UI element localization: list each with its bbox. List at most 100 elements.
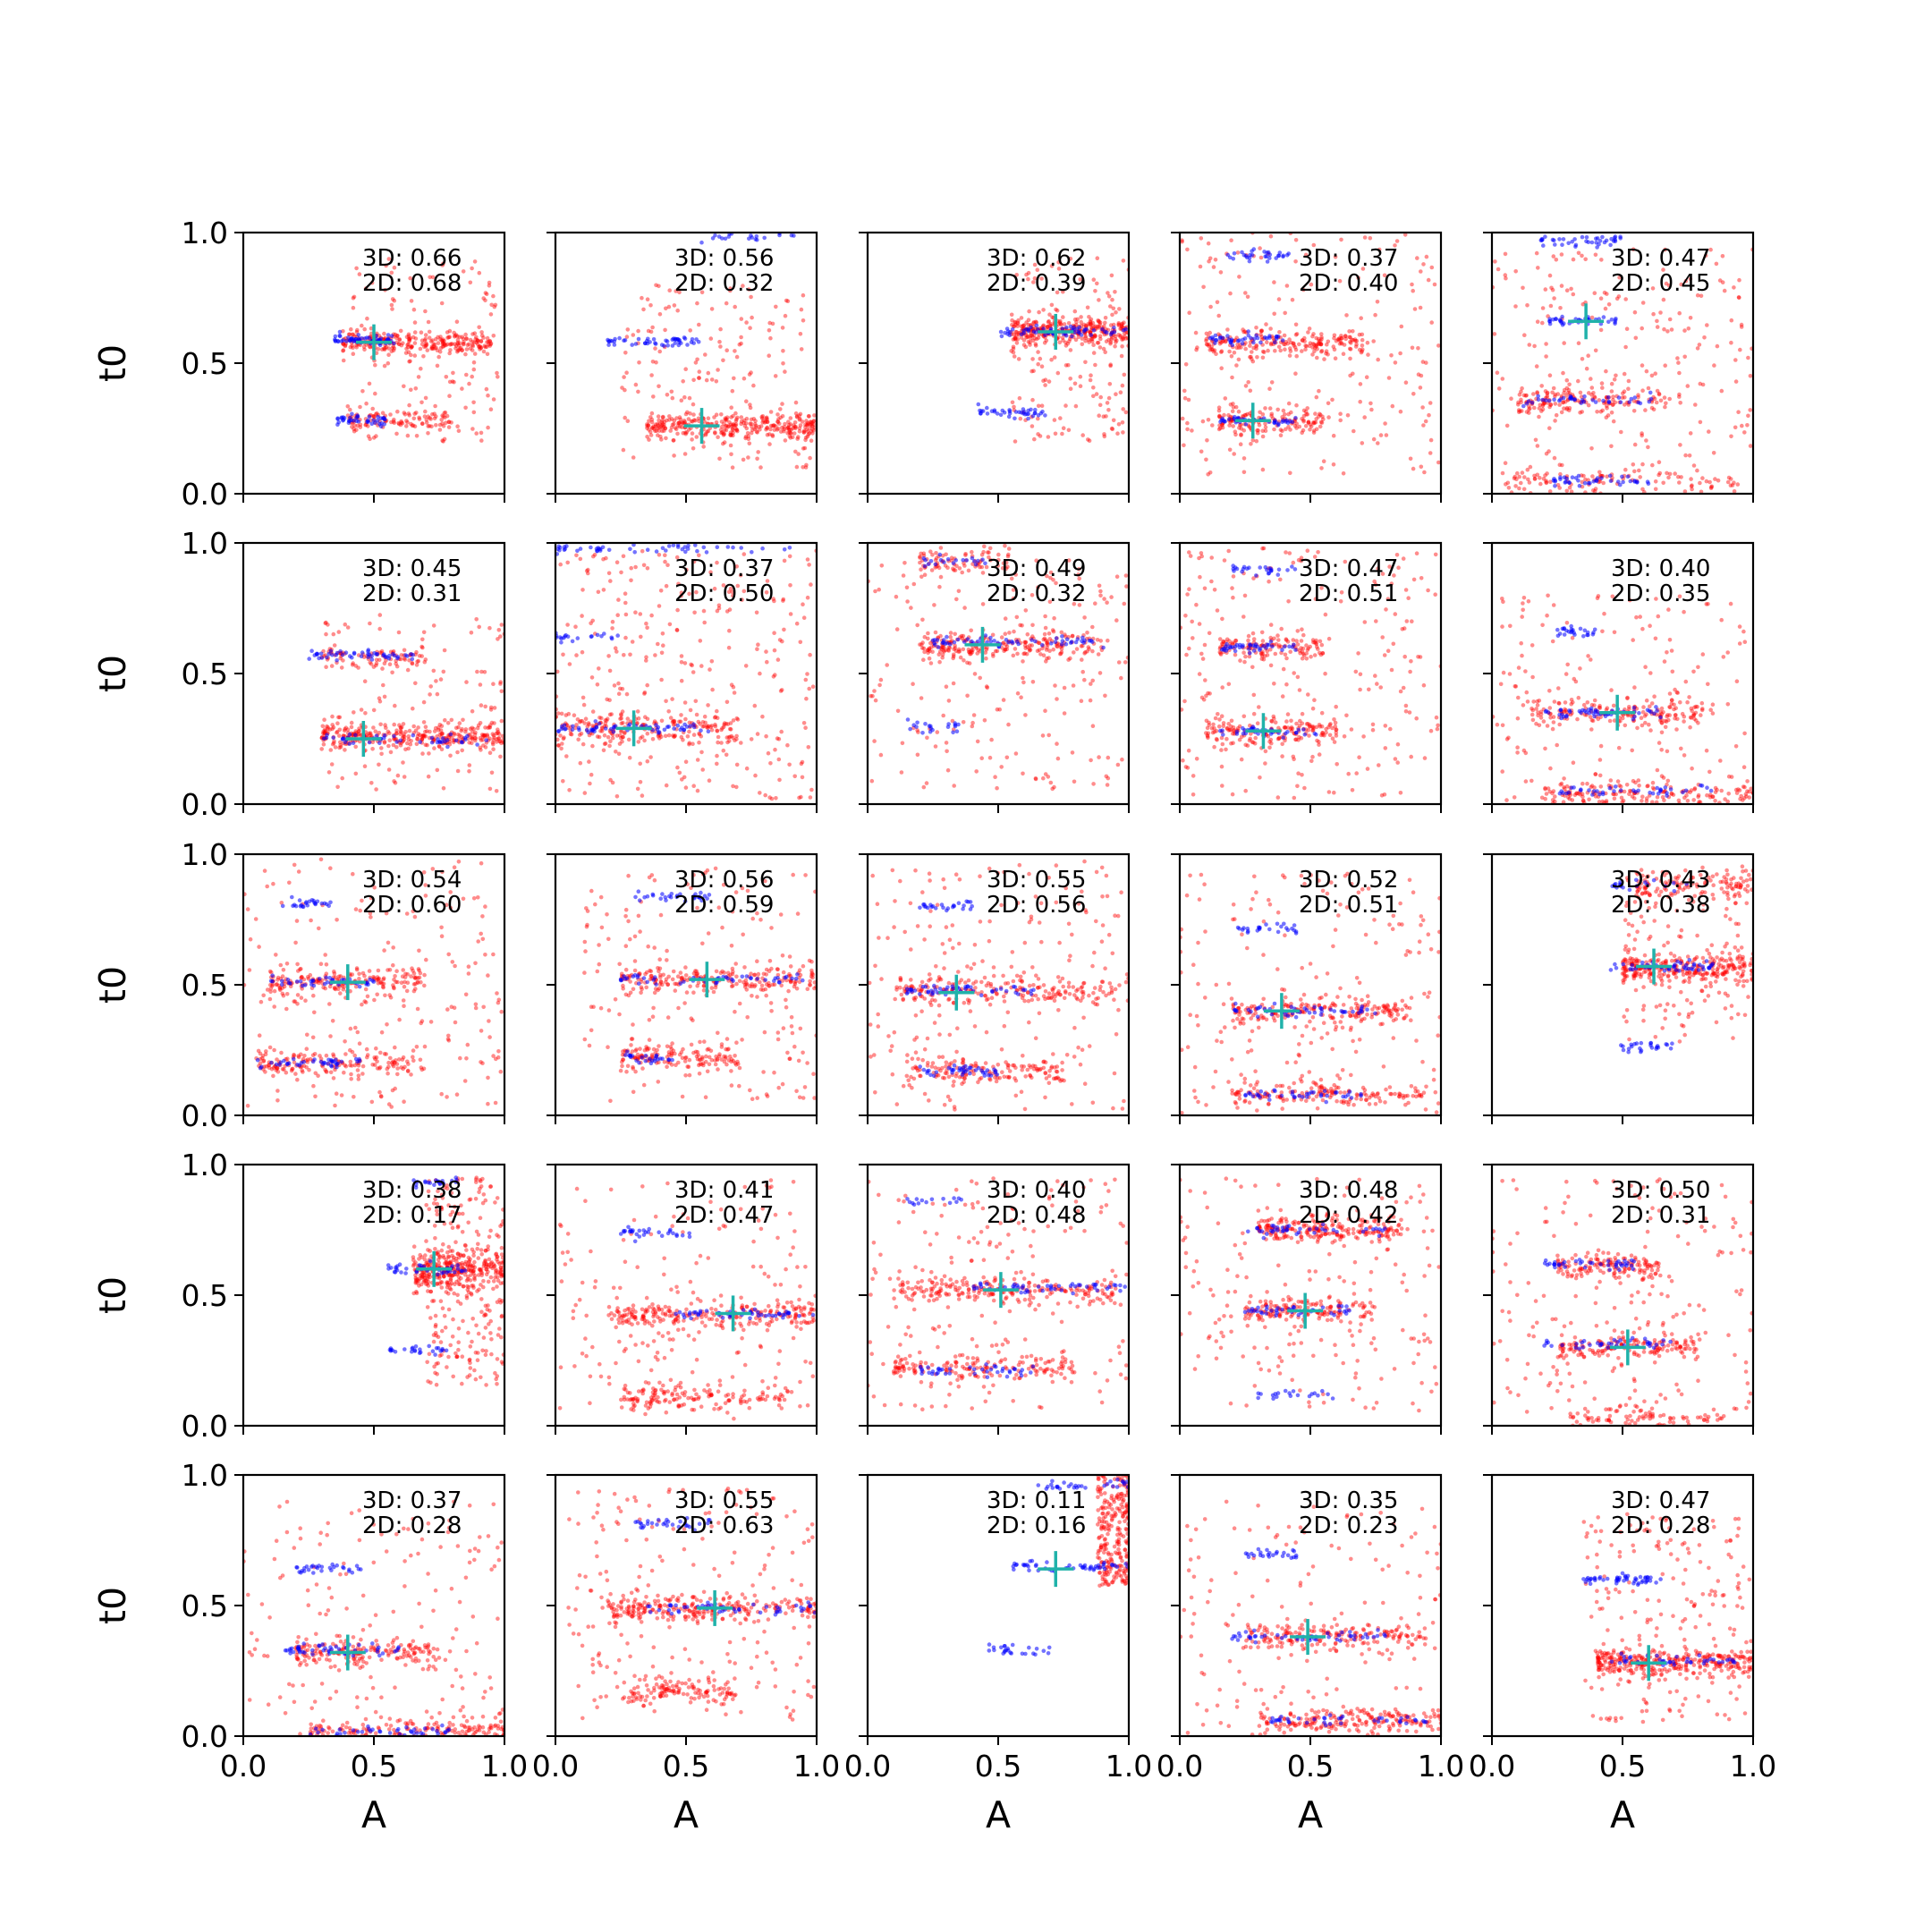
sample-point-2d	[1247, 424, 1251, 429]
sample-point-2d	[797, 426, 802, 431]
sample-point-2d	[1015, 651, 1020, 657]
sample-point-3d	[606, 547, 612, 553]
sample-point-2d	[472, 331, 478, 336]
sample-point-2d	[1041, 775, 1046, 781]
sample-point-2d	[371, 665, 377, 669]
sample-point-2d	[1036, 416, 1040, 421]
sample-point-2d	[623, 415, 627, 420]
sample-point-2d	[601, 556, 606, 562]
sample-point-2d	[1310, 345, 1315, 350]
sample-point-2d	[1549, 285, 1554, 291]
sample-point-2d	[1318, 339, 1323, 343]
sample-point-2d	[381, 682, 386, 688]
sample-point-2d	[968, 651, 972, 657]
sample-point-3d	[985, 411, 990, 416]
sample-point-2d	[1055, 290, 1060, 295]
sample-point-2d	[1384, 433, 1389, 437]
sample-point-2d	[921, 657, 926, 662]
sample-point-2d	[783, 313, 788, 318]
sample-point-3d	[930, 638, 936, 643]
sample-point-2d	[488, 312, 494, 317]
sample-point-2d	[1241, 470, 1247, 475]
sample-point-2d	[406, 336, 411, 342]
sample-point-2d	[1108, 304, 1113, 309]
sample-point-2d	[1294, 426, 1299, 430]
sample-point-2d	[731, 430, 735, 436]
sample-point-2d	[811, 422, 817, 427]
sample-point-2d	[422, 344, 427, 350]
sample-point-3d	[662, 727, 667, 733]
sample-point-2d	[1543, 287, 1548, 292]
sample-point-2d	[1036, 403, 1041, 409]
sample-point-2d	[800, 419, 805, 424]
sample-point-3d	[1280, 338, 1285, 343]
sample-point-2d	[415, 736, 419, 741]
sample-point-3d	[355, 414, 360, 419]
sample-point-2d	[583, 716, 589, 721]
sample-point-2d	[915, 728, 919, 733]
sample-point-2d	[1515, 470, 1520, 476]
sample-point-2d	[1519, 480, 1523, 486]
sample-point-2d	[414, 411, 419, 415]
sample-point-2d	[707, 778, 712, 783]
sample-point-2d	[1314, 427, 1319, 432]
sample-point-2d	[747, 372, 752, 377]
sample-point-2d	[712, 415, 716, 419]
sample-point-2d	[1231, 402, 1235, 406]
sample-point-2d	[1182, 388, 1187, 394]
sample-point-2d	[807, 426, 812, 431]
sample-point-2d	[721, 358, 725, 363]
sample-point-2d	[428, 339, 434, 343]
panel-points	[307, 613, 504, 793]
sample-point-2d	[485, 352, 490, 357]
sample-point-2d	[683, 431, 688, 436]
sample-point-2d	[377, 334, 382, 338]
sample-point-3d	[1232, 251, 1237, 256]
sample-point-2d	[792, 420, 798, 425]
sample-point-2d	[382, 331, 386, 336]
sample-point-3d	[930, 727, 935, 733]
sample-point-2d	[758, 424, 764, 428]
sample-point-2d	[761, 418, 766, 423]
sample-point-2d	[412, 411, 418, 416]
sample-point-2d	[487, 625, 492, 631]
sample-point-2d	[669, 425, 674, 430]
sample-point-2d	[1084, 324, 1089, 329]
sample-point-2d	[1114, 618, 1119, 623]
sample-point-2d	[1243, 346, 1248, 352]
sample-point-2d	[487, 343, 492, 348]
sample-point-2d	[375, 411, 379, 416]
sample-point-3d	[463, 737, 468, 742]
sample-point-2d	[770, 433, 775, 437]
sample-point-2d	[702, 714, 708, 719]
sample-point-2d	[1587, 391, 1591, 395]
sample-point-2d	[801, 318, 806, 323]
sample-point-2d	[772, 598, 776, 604]
sample-point-3d	[691, 724, 697, 730]
sample-point-2d	[1033, 343, 1038, 348]
sample-point-2d	[1621, 391, 1625, 396]
sample-point-2d	[595, 682, 600, 687]
sample-point-2d	[327, 727, 333, 732]
sample-point-2d	[1041, 378, 1046, 384]
sample-point-2d	[999, 635, 1004, 640]
sample-point-2d	[460, 386, 464, 391]
sample-point-2d	[369, 326, 374, 331]
sample-point-2d	[1544, 480, 1549, 486]
sample-point-2d	[1077, 567, 1081, 572]
sample-point-2d	[1093, 601, 1097, 606]
sample-point-2d	[1657, 460, 1662, 464]
sample-point-2d	[1559, 410, 1564, 415]
sample-point-2d	[724, 415, 730, 420]
sample-point-2d	[1030, 333, 1034, 338]
sample-point-2d	[669, 417, 674, 421]
sample-point-2d	[1021, 659, 1025, 664]
sample-point-2d	[1421, 423, 1426, 428]
sample-point-2d	[371, 414, 377, 419]
sample-point-2d	[477, 344, 481, 349]
sample-point-2d	[357, 739, 362, 744]
sample-point-3d	[656, 724, 661, 730]
sample-point-2d	[1098, 336, 1103, 342]
sample-point-2d	[655, 421, 660, 427]
sample-point-2d	[392, 265, 397, 270]
